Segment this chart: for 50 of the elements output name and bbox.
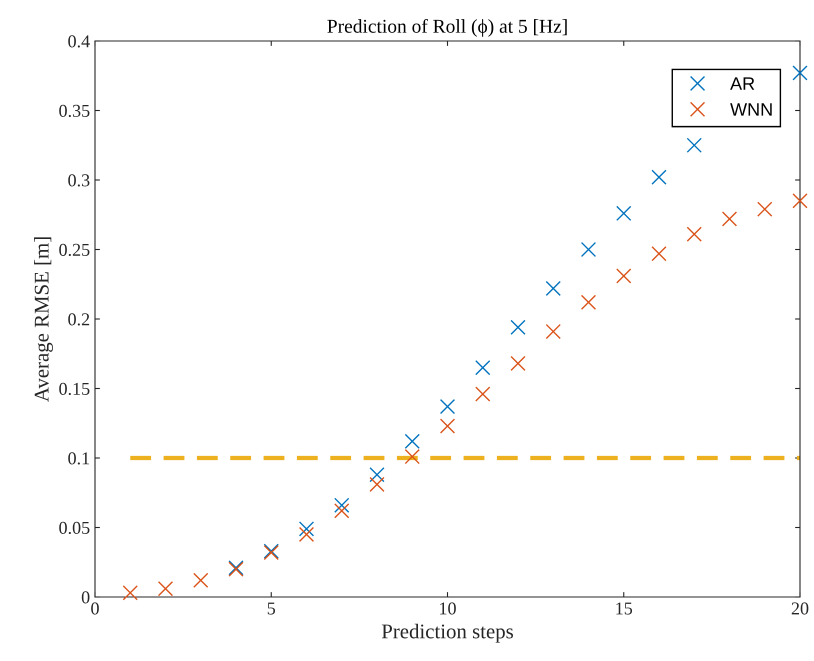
point [510, 320, 526, 335]
point [369, 467, 385, 482]
point [651, 170, 667, 185]
y-tick-label: 0.4 [68, 35, 90, 48]
y-tick-label: 0 [82, 591, 90, 604]
y-tick-label: 0.2 [68, 313, 90, 326]
point [616, 268, 632, 284]
x-tick-label: 5 [268, 602, 276, 615]
point [193, 572, 208, 588]
point [158, 581, 174, 596]
x-tick-label: 15 [616, 602, 632, 615]
point [792, 193, 808, 208]
point [510, 356, 526, 372]
point [580, 294, 596, 310]
point [616, 206, 632, 221]
point [546, 324, 561, 340]
x-axis-title: Prediction steps [382, 624, 513, 643]
y-tick-label: 0.35 [59, 104, 90, 118]
legend-label: AR [730, 77, 754, 90]
point [686, 226, 702, 242]
x-tick-label: 0 [91, 602, 99, 615]
point [122, 585, 138, 600]
point [404, 448, 420, 464]
x-tick-label: 20 [792, 602, 808, 615]
point [404, 434, 420, 449]
point [440, 398, 456, 414]
point [722, 211, 738, 227]
point [475, 360, 490, 376]
point [475, 386, 490, 402]
point [334, 498, 350, 513]
point [757, 202, 772, 217]
y-tick-label: 0.25 [59, 244, 90, 256]
point [369, 476, 385, 492]
y-tick-label: 0.1 [68, 452, 90, 465]
point [546, 280, 561, 296]
y-tick-label: 0.3 [68, 174, 90, 187]
point [792, 65, 808, 81]
point [686, 138, 702, 153]
point [440, 418, 456, 434]
y-tick-label: 0.05 [59, 522, 90, 534]
y-axis-title: Average RMSE [m] [34, 237, 53, 402]
point [580, 242, 596, 258]
chart-title: Prediction of Roll (ϕ) at 5 [Hz] [327, 18, 567, 37]
point [334, 503, 350, 518]
point [651, 246, 667, 262]
point [298, 521, 314, 537]
y-tick-label: 0.15 [59, 382, 90, 396]
x-tick-label: 10 [440, 602, 456, 615]
point [298, 526, 314, 542]
legend-label: WNN [730, 103, 772, 116]
